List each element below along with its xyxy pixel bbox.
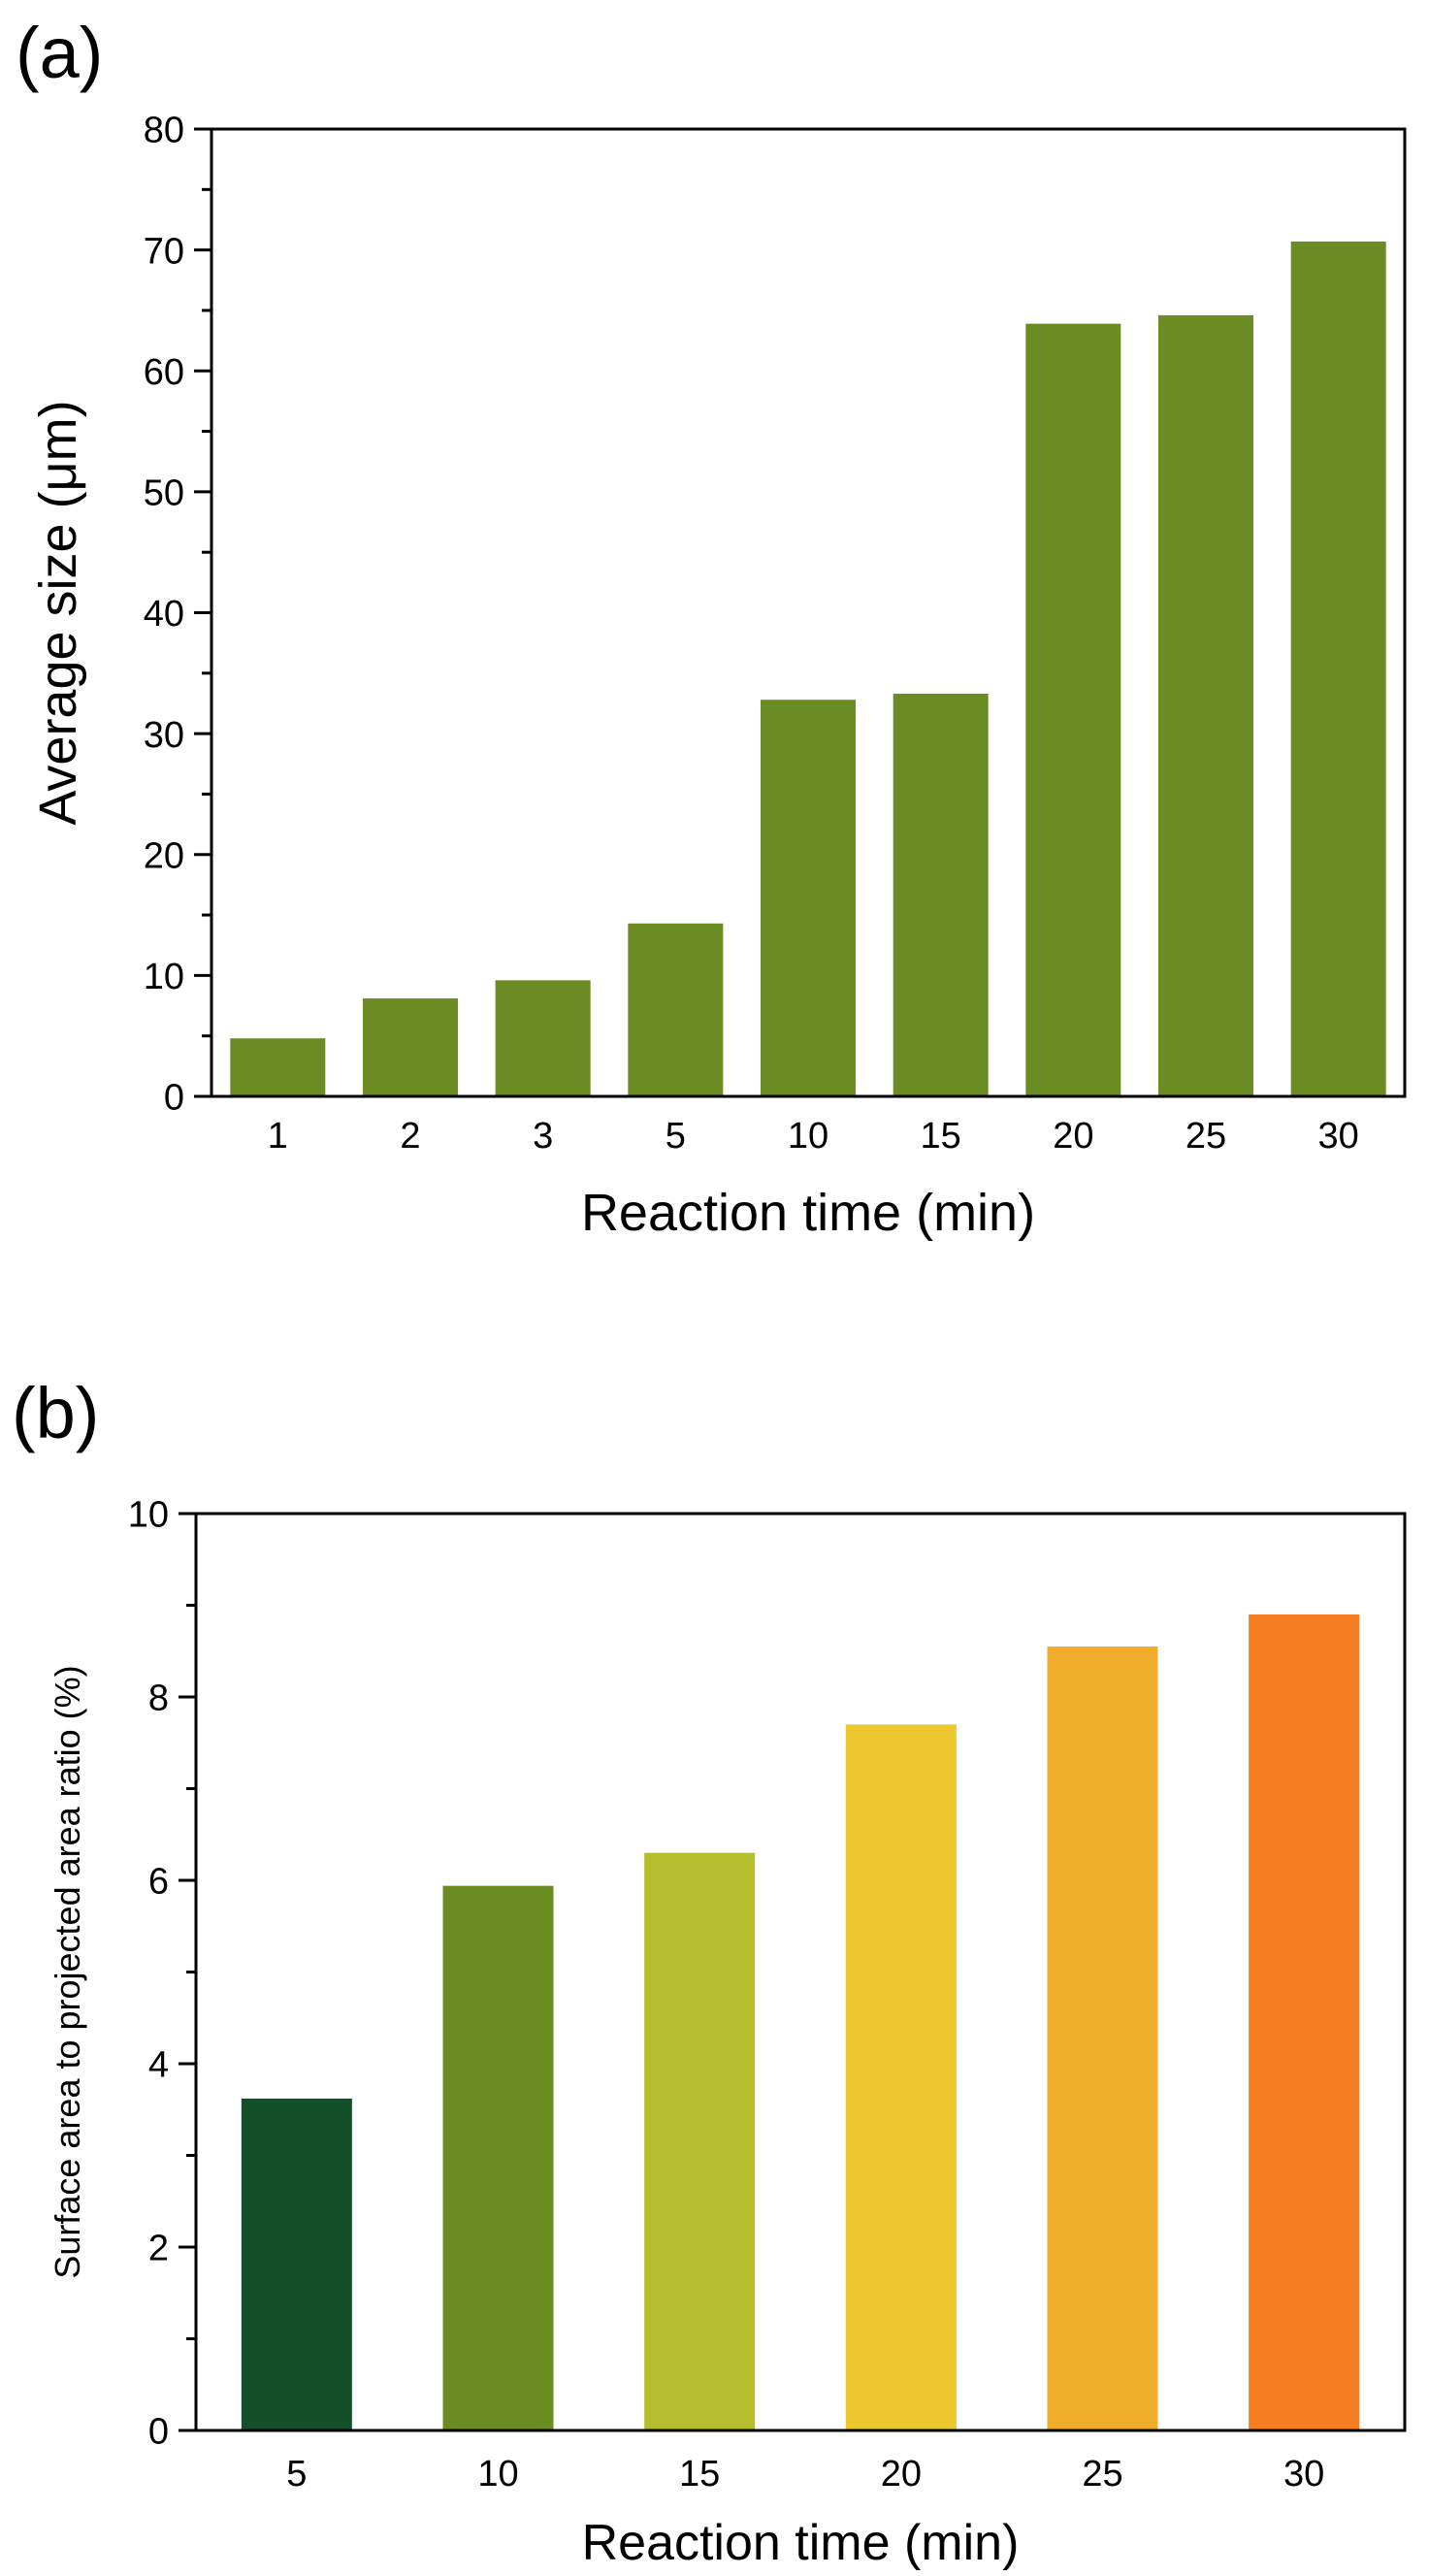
x-axis-title: Reaction time (min): [581, 1184, 1035, 1242]
y-tick-label: 50: [144, 473, 184, 514]
y-tick-label: 8: [148, 1679, 169, 1719]
x-tick-label: 1: [268, 1116, 288, 1157]
bar-15: [644, 1852, 756, 2430]
bar-30: [1249, 1614, 1360, 2430]
plot-frame: [194, 1512, 1407, 2432]
bar-20: [845, 1724, 957, 2430]
x-tick-label: 15: [679, 2454, 720, 2494]
y-tick-label: 10: [144, 957, 184, 997]
y-tick-label: 80: [144, 111, 184, 151]
bar-10: [761, 700, 856, 1096]
y-tick-label: 60: [144, 352, 184, 393]
x-tick-label: 20: [1053, 1116, 1093, 1157]
bar-3: [495, 980, 591, 1096]
x-axis-title: Reaction time (min): [582, 2515, 1020, 2571]
y-tick-label: 70: [144, 231, 184, 272]
y-tick-label: 0: [164, 1078, 184, 1119]
bar-5: [241, 2098, 352, 2430]
x-tick-label: 20: [881, 2454, 922, 2494]
bar-30: [1290, 241, 1386, 1096]
bar-10: [442, 1885, 554, 2430]
y-tick-label: 0: [148, 2412, 169, 2453]
bar-2: [363, 998, 458, 1096]
y-tick-label: 10: [128, 1495, 169, 1536]
y-tick-label: 40: [144, 594, 184, 635]
y-tick-label: 6: [148, 1862, 169, 1903]
x-tick-label: 5: [666, 1116, 686, 1157]
x-tick-label: 15: [921, 1116, 961, 1157]
x-tick-label: 10: [788, 1116, 828, 1157]
bar-20: [1025, 323, 1121, 1096]
y-tick-label: 30: [144, 715, 184, 756]
x-tick-label: 25: [1185, 1116, 1226, 1157]
y-axis-title: Average size (μm): [29, 400, 87, 825]
y-tick-label: 4: [148, 2045, 169, 2086]
y-axis-title: Surface area to projected area ratio (%): [48, 1665, 87, 2278]
x-tick-label: 10: [477, 2454, 518, 2494]
bar-5: [628, 923, 724, 1096]
x-tick-label: 30: [1283, 2454, 1324, 2494]
y-tick-label: 2: [148, 2229, 169, 2269]
bar-25: [1047, 1647, 1158, 2430]
bar-1: [230, 1038, 326, 1096]
x-tick-label: 5: [286, 2454, 307, 2494]
bar-25: [1158, 314, 1253, 1096]
y-tick-label: 20: [144, 835, 184, 876]
x-tick-label: 3: [533, 1116, 553, 1157]
chart-a: 0 10 20 30 40 50 60 70 80 1 2 3 5 10 15 20 25 30 Reaction …: [29, 111, 1407, 1242]
panel-label-a: (a): [16, 13, 104, 93]
panel-label-b: (b): [12, 1373, 100, 1453]
x-tick-label: 2: [400, 1116, 420, 1157]
x-tick-label: 30: [1318, 1116, 1359, 1157]
x-tick-label: 25: [1082, 2454, 1122, 2494]
bar-15: [893, 693, 989, 1096]
